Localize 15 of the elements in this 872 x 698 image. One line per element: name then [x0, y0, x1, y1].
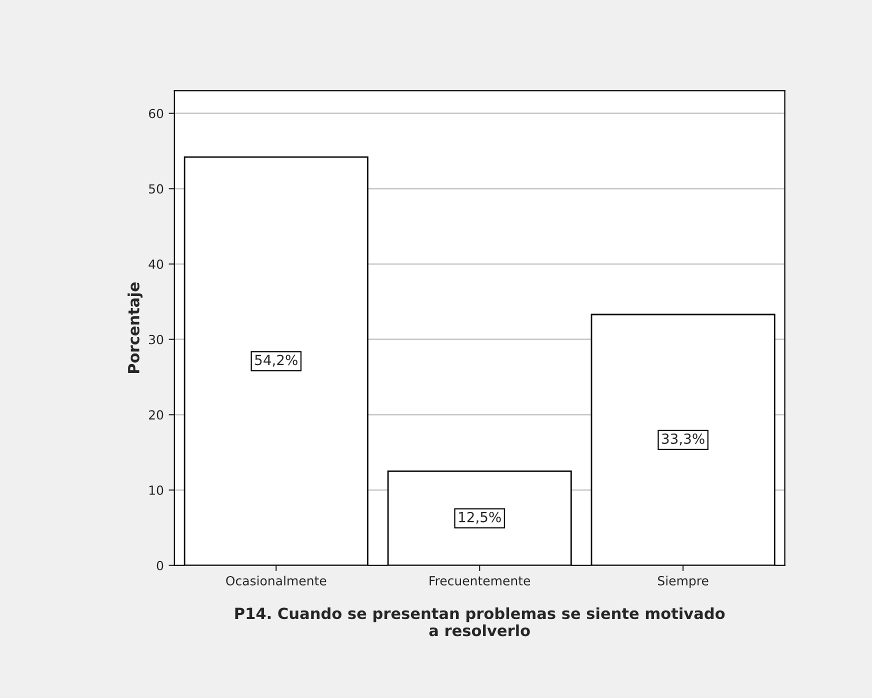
x-tick-label: Frecuentemente: [430, 576, 530, 586]
y-tick-label: 50: [149, 184, 164, 194]
x-tick-label: Siempre: [658, 576, 708, 588]
y-tick-label: 0: [156, 560, 164, 570]
y-tick-label: 30: [149, 334, 164, 344]
y-axis-title: Porcentaje: [128, 282, 143, 374]
y-tick-label: 60: [148, 108, 164, 118]
x-tick-label: Ocasionalmente: [226, 576, 326, 586]
y-tick-label: 40: [148, 259, 164, 269]
data-label: 54,2%: [255, 354, 298, 367]
y-tick-label: 20: [148, 410, 164, 420]
x-axis-title: P14. Cuando se presentan problemas se siente motivado a resolverlo: [235, 607, 725, 636]
y-tick-label: 10: [149, 486, 164, 495]
data-label: 33,3%: [662, 433, 704, 446]
data-label: 12,5%: [459, 512, 501, 524]
